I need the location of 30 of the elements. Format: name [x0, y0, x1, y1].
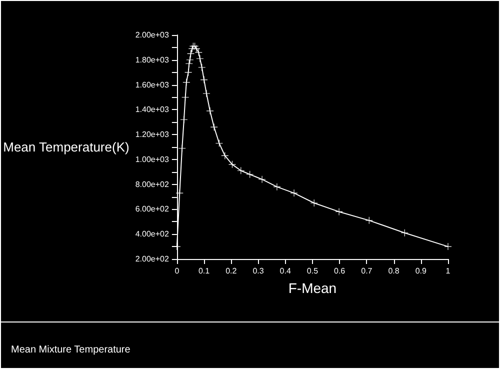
point — [206, 107, 214, 114]
y-tick-label: 1.60e+03 — [135, 80, 170, 90]
y-tick-label: 1.80e+03 — [135, 55, 170, 64]
x-tick-label: 1 — [446, 266, 451, 276]
x-tick-label: 0.8 — [388, 266, 400, 276]
y-tick-label: 4.00e+02 — [135, 230, 170, 239]
x-tick-label: 0.3 — [252, 266, 264, 276]
x-axis-title: F-Mean — [288, 280, 337, 296]
x-tick-label: 0.2 — [226, 266, 238, 276]
y-tick-label: 2.00e+02 — [135, 254, 170, 264]
x-tick-label: 0.7 — [361, 266, 373, 276]
y-tick-label: 1.40e+03 — [135, 105, 170, 114]
x-tick-label: 0.5 — [306, 266, 319, 276]
y-tick-label: 8.00e+02 — [135, 180, 170, 189]
y-tick-label: 1.20e+03 — [135, 130, 170, 140]
text: Mean Mixture Temperature — [11, 344, 131, 356]
x-tick-label: 0.1 — [198, 266, 210, 276]
y-tick-label: 1.00e+03 — [135, 154, 170, 164]
point — [444, 243, 452, 250]
point — [310, 200, 318, 206]
x-tick-label: 0 — [174, 266, 180, 276]
point — [180, 116, 188, 124]
x-tick-label: 0.4 — [280, 266, 292, 276]
point — [336, 208, 343, 216]
y-tick-label: 6.00e+02 — [135, 204, 170, 214]
y-tick-label: 2.00e+03 — [135, 30, 170, 40]
x-tick-label: 0.6 — [334, 266, 346, 276]
y-axis-title: Mean Temperature(K) — [3, 140, 130, 154]
x-tick-label: 0.9 — [415, 266, 427, 276]
point — [202, 90, 210, 97]
